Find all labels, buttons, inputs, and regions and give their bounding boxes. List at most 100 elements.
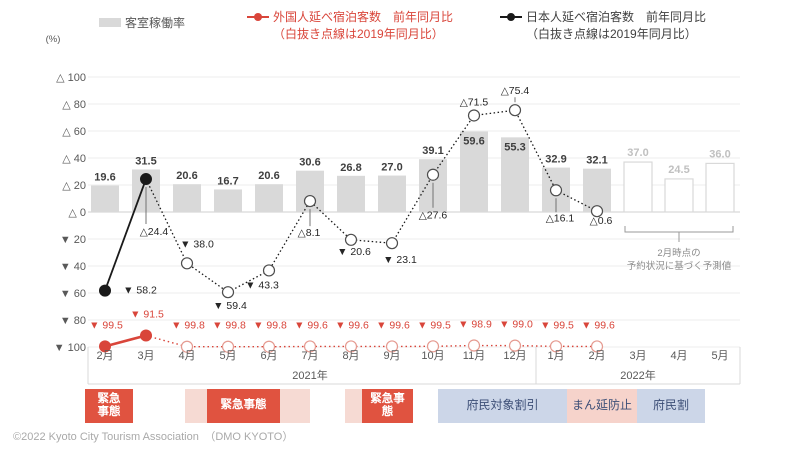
x-axis-labels: 2月 3月 4月 5月 6月 7月 8月 9月 10月 11月 12月 1月 2月 3月 4月 5月 2021年…	[96, 350, 728, 382]
fumin-discount-band: 府民対象割引	[438, 389, 567, 423]
bar-label: 20.6	[258, 170, 279, 182]
svg-text:8月: 8月	[342, 350, 359, 362]
line-value-label: ▼ 99.6	[376, 319, 410, 331]
forecast-bars: 37.0 24.5 36.0	[623, 147, 735, 213]
bar-label: 26.8	[340, 162, 361, 174]
svg-text:△ 40: △ 40	[62, 153, 86, 165]
line-value-label: ▼ 58.2	[123, 285, 157, 297]
line-value-label: ▼ 43.3	[245, 279, 279, 291]
emergency-band-1-label: 緊急事態	[97, 392, 121, 418]
year-label: 2022年	[620, 368, 655, 382]
svg-text:▼ 100: ▼ 100	[54, 342, 86, 354]
bar-label: 39.1	[422, 145, 443, 157]
copyright: ©2022 Kyoto City Tourism Association （DM…	[13, 431, 294, 443]
bar-label: 31.5	[135, 155, 156, 167]
line-value-label: ▼ 99.6	[335, 319, 369, 331]
svg-text:2月: 2月	[588, 350, 605, 362]
svg-text:5月: 5月	[219, 350, 236, 362]
line-value-label: ▼ 99.5	[89, 319, 123, 331]
line-value-label: ▼ 23.1	[383, 254, 417, 266]
bar-label: 30.6	[299, 157, 320, 169]
legend-japanese-label: 日本人延べ宿泊客数 前年同月比	[526, 10, 707, 24]
gridlines	[88, 76, 740, 348]
forecast-bar-label: 36.0	[709, 148, 730, 160]
line-value-label: ▼ 91.5	[130, 309, 164, 321]
bar-label: 32.1	[586, 155, 607, 167]
line-value-label: ▼ 20.6	[337, 246, 371, 258]
axis-unit: (%)	[46, 34, 61, 45]
line-value-label: ▼ 99.0	[499, 319, 533, 331]
svg-text:▼ 80: ▼ 80	[60, 315, 86, 327]
red-line-marker-icon	[247, 12, 269, 21]
legend-occupancy-label: 客室稼働率	[125, 16, 186, 30]
svg-text:4月: 4月	[670, 350, 687, 362]
line-value-label: ▼ 99.5	[540, 319, 574, 331]
emergency-band-1: 緊急事態	[85, 389, 133, 423]
line-value-label: ▼ 99.8	[253, 320, 287, 332]
svg-text:5月: 5月	[711, 350, 728, 362]
line-value-label: ▼ 99.5	[417, 319, 451, 331]
bar-label: 16.7	[217, 175, 238, 187]
svg-text:▼ 60: ▼ 60	[60, 288, 86, 300]
svg-text:11月: 11月	[463, 350, 485, 362]
occupancy-bars: 19.6 31.5 20.6 16.7 20.6 30.6 26.8 27.0 39.1 59.6…	[91, 131, 611, 212]
line-value-label: ▼ 98.9	[458, 319, 492, 331]
svg-text:予約状況に基づく予測値: 予約状況に基づく予測値	[627, 260, 732, 272]
emergency-band-3-label: 緊急事態	[370, 392, 405, 418]
svg-text:△ 20: △ 20	[62, 180, 86, 192]
svg-text:9月: 9月	[383, 350, 400, 362]
bar-label: 19.6	[94, 172, 115, 184]
emergency-band-2-label: 緊急事態	[220, 399, 267, 412]
forecast-bar-label: 37.0	[627, 147, 648, 159]
svg-text:1月: 1月	[547, 350, 564, 362]
line-value-label: ▼ 59.4	[213, 300, 247, 312]
line-value-label: △8.1	[298, 227, 321, 239]
forecast-bar-label: 24.5	[668, 164, 689, 176]
bar-label: 55.3	[504, 141, 525, 153]
legend-foreign-label: 外国人延べ宿泊客数 前年同月比	[273, 10, 454, 24]
line-value-label: △0.6	[590, 215, 613, 227]
line-value-label: △75.4	[501, 85, 530, 97]
line-value-label: ▼ 99.8	[171, 320, 205, 332]
svg-text:△ 0: △ 0	[68, 207, 86, 219]
emergency-band-3: 緊急事態	[345, 389, 413, 423]
legend-japanese-sub: （白抜き点線は2019年同月比）	[526, 27, 697, 41]
occupancy-swatch-icon	[99, 18, 121, 27]
line-value-label: ▼ 99.8	[212, 320, 246, 332]
svg-text:10月: 10月	[421, 350, 444, 362]
line-value-label: △16.1	[546, 212, 575, 224]
x-axis-box	[87, 347, 741, 385]
legend-foreign: 外国人延べ宿泊客数 前年同月比 （白抜き点線は2019年同月比）	[247, 8, 453, 42]
bar-label: 32.9	[545, 154, 566, 166]
svg-text:3月: 3月	[137, 350, 154, 362]
fuminwari-band: 府民割	[637, 389, 705, 423]
svg-text:12月: 12月	[503, 350, 526, 362]
line-foreign: ▼ 99.5 ▼ 91.5 ▼ 99.8 ▼ 99.8 ▼ 99.8 ▼ 99.6 ▼ 99…	[89, 309, 615, 353]
svg-text:▼ 40: ▼ 40	[60, 261, 86, 273]
line-japanese: ▼ 58.2 △24.4 ▼ 38.0 ▼ 59.4 ▼ 43.3 △8.1 ▼ 20.6 ▼…	[99, 85, 612, 312]
svg-text:△ 60: △ 60	[62, 126, 86, 138]
legend-foreign-sub: （白抜き点線は2019年同月比）	[273, 27, 444, 41]
y-axis-labels: △ 100 △ 80 △ 60 △ 40 △ 20 △ 0 ▼ 20 ▼ 40 ▼ 60 ▼ 80…	[46, 34, 86, 354]
svg-text:3月: 3月	[629, 350, 646, 362]
manen-prevention-band: まん延防止	[567, 389, 637, 423]
line-value-label: △71.5	[460, 96, 489, 108]
black-line-marker-icon	[500, 12, 522, 21]
svg-text:△ 80: △ 80	[62, 99, 86, 111]
line-value-label: △27.6	[419, 210, 448, 222]
legend-japanese: 日本人延べ宿泊客数 前年同月比 （白抜き点線は2019年同月比）	[500, 8, 706, 42]
svg-text:2月: 2月	[96, 350, 113, 362]
svg-text:2月時点の: 2月時点の	[657, 248, 700, 259]
bar-label: 59.6	[463, 136, 484, 148]
svg-text:7月: 7月	[301, 350, 318, 362]
line-value-label: ▼ 38.0	[180, 238, 214, 250]
line-value-label: ▼ 99.6	[294, 319, 328, 331]
svg-text:▼ 20: ▼ 20	[60, 234, 86, 246]
svg-text:△ 100: △ 100	[56, 72, 86, 84]
bar-label: 20.6	[176, 170, 197, 182]
svg-text:6月: 6月	[260, 350, 277, 362]
legend-occupancy: 客室稼働率	[99, 14, 185, 31]
svg-text:4月: 4月	[178, 350, 195, 362]
